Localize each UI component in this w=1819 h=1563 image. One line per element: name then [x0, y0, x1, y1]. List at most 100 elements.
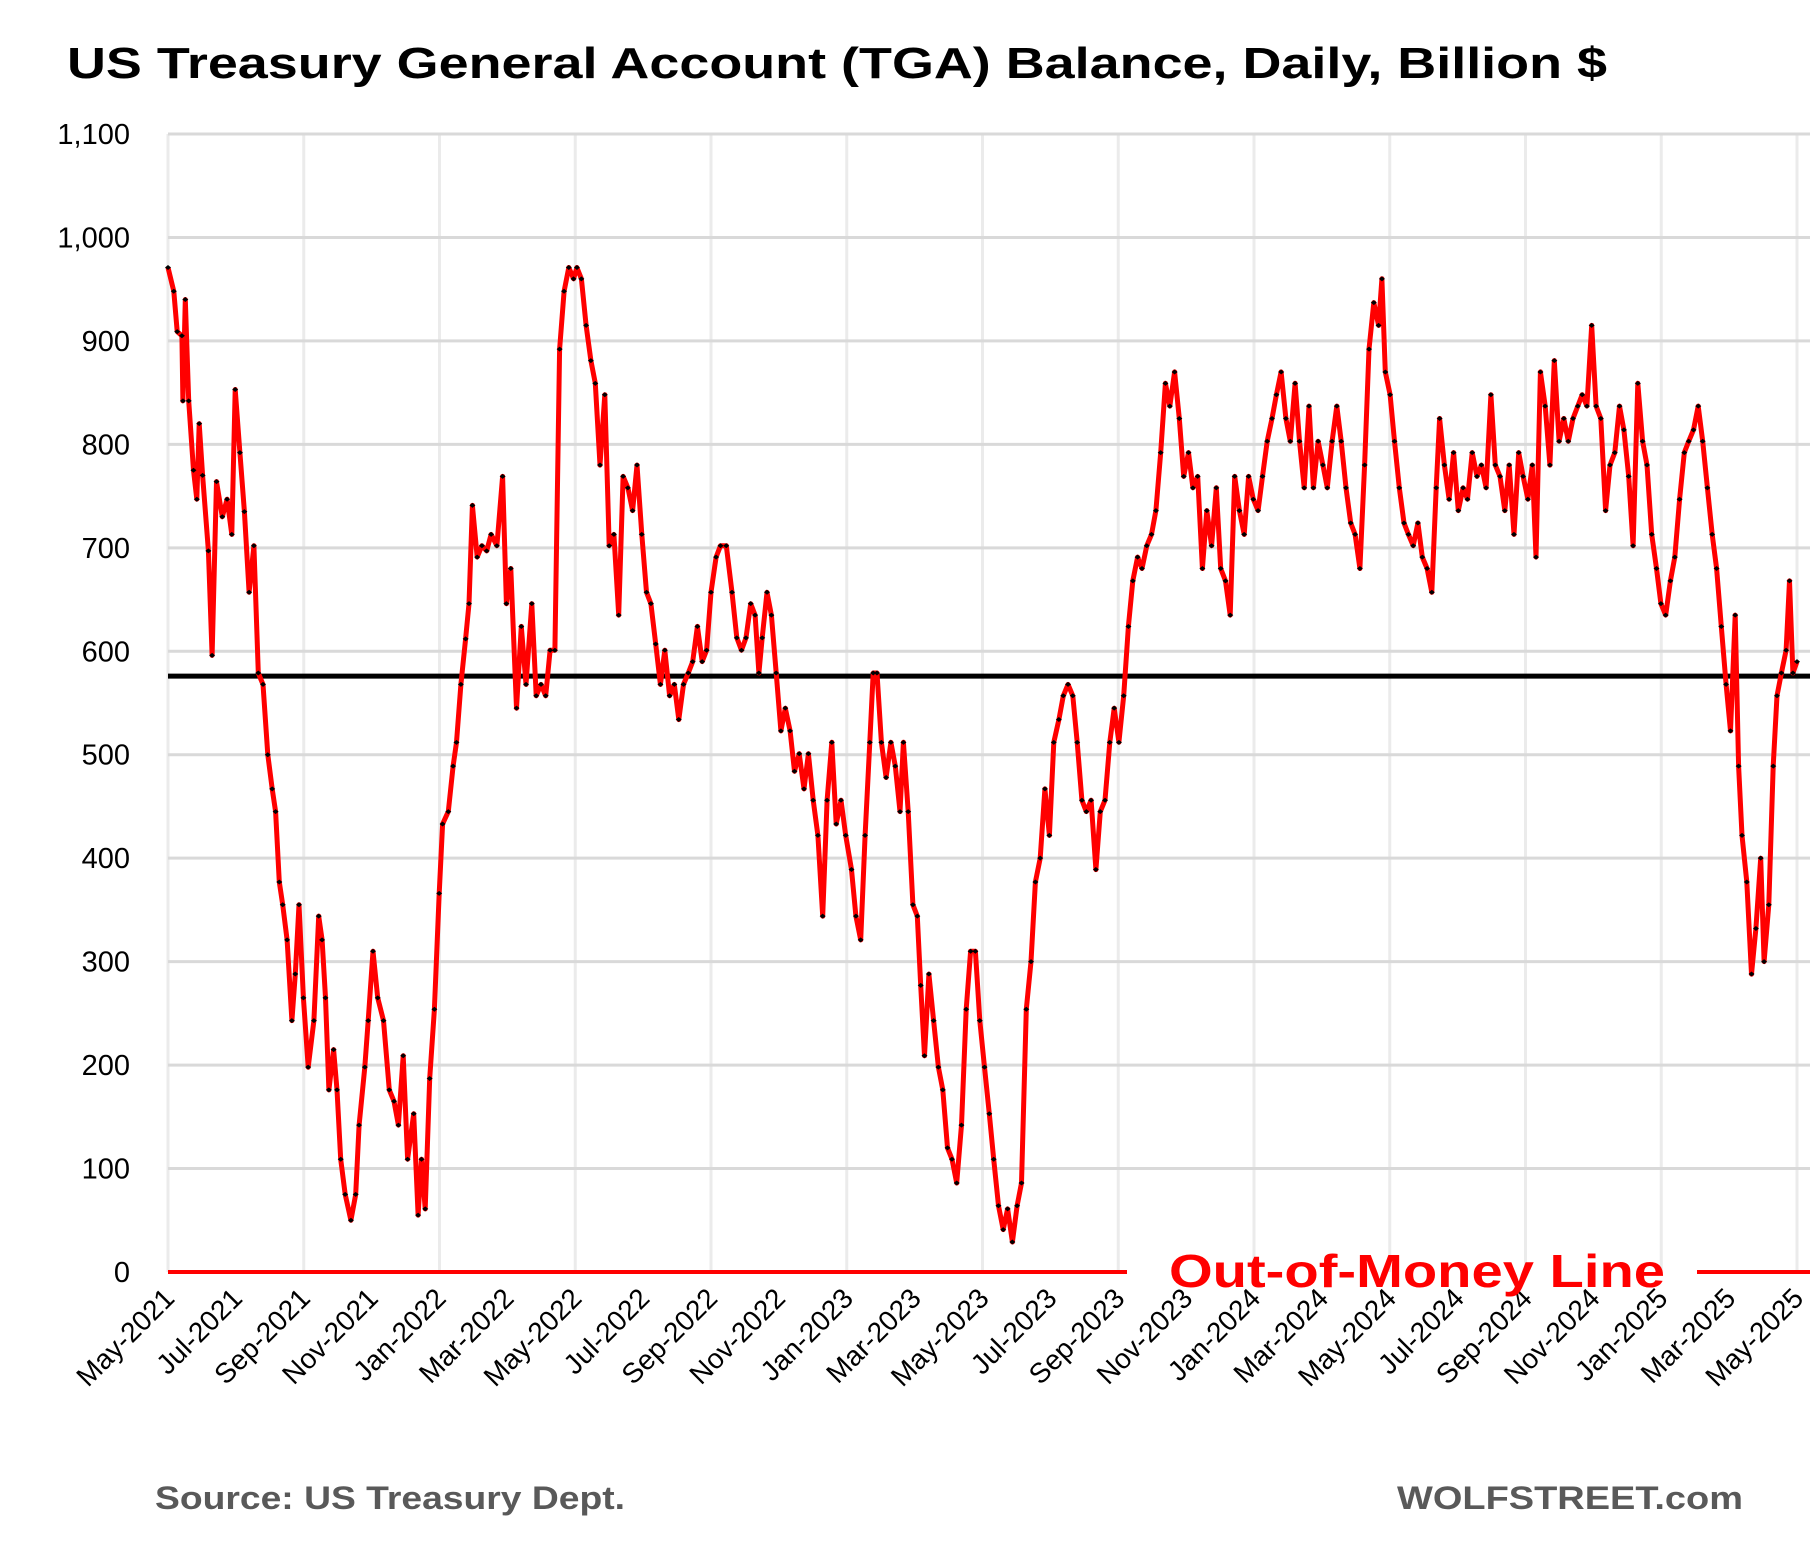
data-point: [914, 913, 921, 919]
data-point: [300, 995, 307, 1001]
y-tick-label: 1,000: [57, 222, 130, 254]
data-point: [694, 623, 701, 629]
data-point: [1382, 369, 1389, 375]
data-point: [1667, 578, 1674, 584]
data-point: [1676, 496, 1683, 502]
data-point: [1370, 300, 1377, 306]
data-point: [1643, 462, 1650, 468]
data-point: [948, 1156, 955, 1162]
data-point: [255, 670, 262, 676]
data-point: [1134, 554, 1141, 560]
data-point: [1433, 485, 1440, 491]
data-point: [629, 508, 636, 514]
data-point: [1473, 473, 1480, 479]
data-point: [1681, 450, 1688, 456]
data-point: [852, 913, 859, 919]
data-point: [551, 647, 558, 653]
data-point: [1250, 496, 1257, 502]
data-point: [905, 809, 912, 815]
data-point: [1704, 485, 1711, 491]
data-point: [606, 543, 613, 549]
data-point: [1685, 438, 1692, 444]
data-point: [1319, 462, 1326, 468]
data-point: [462, 636, 469, 642]
data-point: [1074, 739, 1081, 745]
data-point: [878, 739, 885, 745]
data-point: [241, 509, 248, 515]
data-point: [528, 601, 535, 607]
data-point: [755, 670, 762, 676]
data-point: [334, 1087, 341, 1093]
data-point: [1556, 438, 1563, 444]
data-point: [1088, 797, 1095, 803]
data-point: [814, 832, 821, 838]
data-point: [1296, 438, 1303, 444]
data-point: [1695, 403, 1702, 409]
data-point: [699, 659, 706, 665]
data-point: [1347, 520, 1354, 526]
data-point: [474, 554, 481, 560]
data-point: [1083, 809, 1090, 815]
data-point: [689, 659, 696, 665]
data-point: [777, 728, 784, 734]
data-point: [561, 288, 568, 294]
data-point: [1761, 959, 1768, 965]
data-point: [972, 948, 979, 954]
data-point: [1405, 531, 1412, 537]
data-point: [1583, 403, 1590, 409]
data-point: [763, 589, 770, 595]
data-point: [250, 543, 257, 549]
data-point: [1428, 589, 1435, 595]
gridlines: [166, 132, 1810, 1272]
data-point: [1770, 763, 1777, 769]
data-point: [415, 1212, 422, 1218]
data-point: [1537, 369, 1544, 375]
data-point: [457, 681, 464, 687]
data-point: [224, 496, 231, 502]
data-point: [1152, 508, 1159, 514]
data-point: [1450, 450, 1457, 456]
data-point: [1469, 450, 1476, 456]
data-point: [1069, 693, 1076, 699]
data-point: [347, 1217, 354, 1223]
data-point: [782, 705, 789, 711]
data-point: [260, 681, 267, 687]
data-point: [1366, 346, 1373, 352]
data-point: [1597, 416, 1604, 421]
data-point: [1203, 508, 1210, 514]
data-point: [1487, 392, 1494, 398]
data-point: [819, 913, 826, 919]
data-point: [1278, 369, 1285, 375]
data-point: [1055, 717, 1062, 723]
data-point: [1560, 416, 1567, 421]
data-point: [1620, 427, 1627, 433]
data-point: [1009, 1239, 1016, 1245]
out-of-money-line-label: Out-of-Money Line: [1169, 1245, 1665, 1297]
data-point: [873, 670, 880, 676]
y-tick-label: 600: [82, 636, 130, 668]
data-point: [565, 264, 572, 270]
data-point: [1208, 543, 1215, 549]
data-point: [391, 1098, 398, 1104]
data-point: [1546, 462, 1553, 468]
data-point: [1356, 566, 1363, 572]
y-axis: 0 100 200 300 400 500 600 700 800 900 1,000 1,100: [57, 119, 130, 1289]
data-point: [963, 1006, 970, 1012]
data-point: [246, 589, 253, 595]
data-point: [1305, 403, 1312, 409]
data-point: [209, 652, 216, 658]
y-tick-label: 0: [114, 1257, 130, 1289]
data-point: [1542, 403, 1549, 409]
data-point: [1259, 473, 1266, 479]
data-point: [615, 612, 622, 618]
data-point: [1396, 485, 1403, 491]
data-point: [990, 1156, 997, 1162]
data-point: [1255, 508, 1262, 514]
data-point: [469, 502, 476, 508]
data-point: [1551, 358, 1558, 364]
data-point: [1264, 438, 1271, 444]
data-point: [361, 1064, 368, 1070]
data-point: [1748, 971, 1755, 977]
data-point: [1115, 739, 1122, 745]
data-point: [1060, 693, 1067, 699]
